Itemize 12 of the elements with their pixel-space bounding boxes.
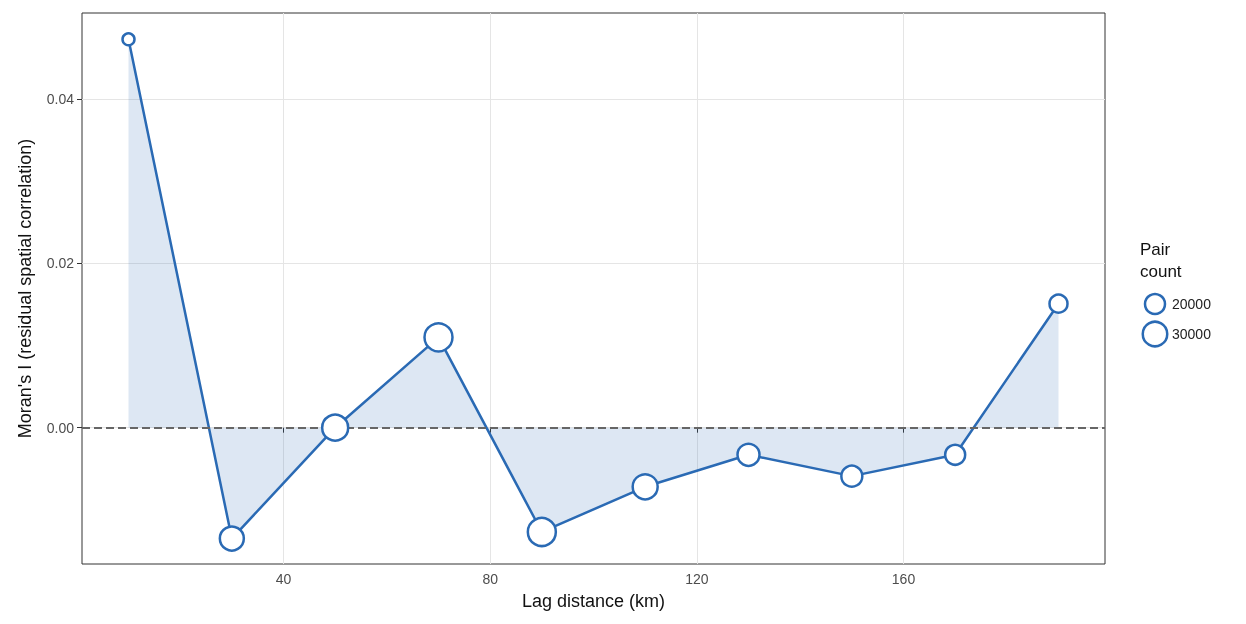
y-axis-title: Moran's I (residual spatial correlation) xyxy=(15,138,35,439)
x-axis-title: Lag distance (km) xyxy=(521,591,666,611)
x-tick-label: 120 xyxy=(685,571,709,587)
y-tick-label: 0.00 xyxy=(46,419,75,436)
legend-label: 30000 xyxy=(1172,326,1212,342)
x-tick-label: 40 xyxy=(275,571,292,587)
x-tick-label: 80 xyxy=(482,571,499,587)
legend-label: 20000 xyxy=(1172,296,1212,312)
legend-title: Pair count xyxy=(1140,239,1182,281)
x-tick-label: 160 xyxy=(891,571,916,587)
y-tick-label: 0.04 xyxy=(46,91,75,108)
y-tick-label: 0.02 xyxy=(46,255,75,272)
